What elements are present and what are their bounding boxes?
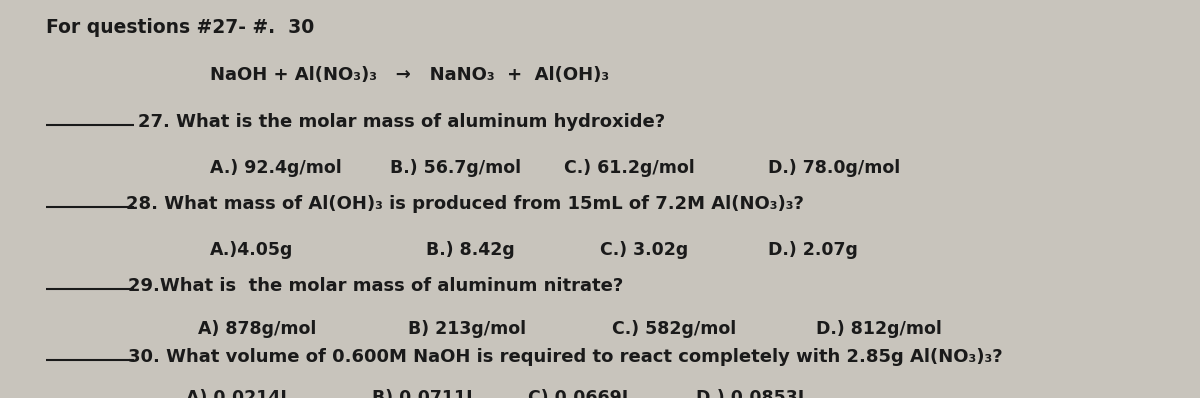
Text: C.) 3.02g: C.) 3.02g: [600, 241, 689, 259]
Text: D.) 78.0g/mol: D.) 78.0g/mol: [768, 159, 900, 177]
Text: C) 0.0669L: C) 0.0669L: [528, 389, 632, 398]
Text: D.) 812g/mol: D.) 812g/mol: [816, 320, 942, 338]
Text: D.) 2.07g: D.) 2.07g: [768, 241, 858, 259]
Text: 27. What is the molar mass of aluminum hydroxide?: 27. What is the molar mass of aluminum h…: [138, 113, 665, 131]
Text: B) 213g/mol: B) 213g/mol: [408, 320, 526, 338]
Text: C.) 61.2g/mol: C.) 61.2g/mol: [564, 159, 695, 177]
Text: B) 0.0711L: B) 0.0711L: [372, 389, 478, 398]
Text: A.)4.05g: A.)4.05g: [210, 241, 293, 259]
Text: C.) 582g/mol: C.) 582g/mol: [612, 320, 737, 338]
Text: A) 0.0214L: A) 0.0214L: [186, 389, 292, 398]
Text: B.) 8.42g: B.) 8.42g: [426, 241, 515, 259]
Text: 29.What is  the molar mass of aluminum nitrate?: 29.What is the molar mass of aluminum ni…: [128, 277, 624, 295]
Text: A.) 92.4g/mol: A.) 92.4g/mol: [210, 159, 342, 177]
Text: NaOH + Al(NO₃)₃   →   NaNO₃  +  Al(OH)₃: NaOH + Al(NO₃)₃ → NaNO₃ + Al(OH)₃: [210, 66, 610, 84]
Text: A) 878g/mol: A) 878g/mol: [198, 320, 317, 338]
Text: 28. What mass of Al(OH)₃ is produced from 15mL of 7.2M Al(NO₃)₃?: 28. What mass of Al(OH)₃ is produced fro…: [126, 195, 804, 213]
Text: For questions #27- #.  30: For questions #27- #. 30: [46, 18, 314, 37]
Text: B.) 56.7g/mol: B.) 56.7g/mol: [390, 159, 521, 177]
Text: 30. What volume of 0.600M NaOH is required to react completely with 2.85g Al(NO₃: 30. What volume of 0.600M NaOH is requir…: [128, 348, 1003, 366]
Text: D.) 0.0853L: D.) 0.0853L: [696, 389, 809, 398]
